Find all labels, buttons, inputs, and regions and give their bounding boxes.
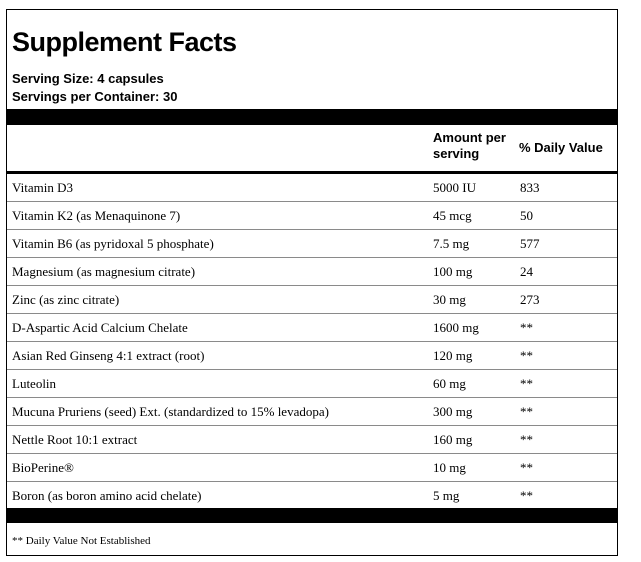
bottom-divider-bar bbox=[7, 508, 617, 523]
table-row: D-Aspartic Acid Calcium Chelate 1600 mg … bbox=[7, 314, 617, 342]
nutrient-name: Mucuna Pruriens (seed) Ext. (standardize… bbox=[12, 404, 329, 419]
nutrient-amount: 60 mg bbox=[433, 376, 466, 391]
nutrient-name: Zinc (as zinc citrate) bbox=[12, 292, 120, 307]
nutrient-daily-value: 24 bbox=[520, 264, 533, 279]
top-divider-bar bbox=[7, 109, 617, 125]
nutrient-daily-value: ** bbox=[520, 320, 533, 335]
nutrient-daily-value: 833 bbox=[520, 180, 540, 195]
nutrient-amount: 300 mg bbox=[433, 404, 473, 419]
table-row: BioPerine® 10 mg ** bbox=[7, 454, 617, 482]
column-header-amount: Amount per serving bbox=[433, 130, 506, 161]
nutrient-daily-value: ** bbox=[520, 376, 533, 391]
nutrient-daily-value: 50 bbox=[520, 208, 533, 223]
supplement-facts-panel: Supplement Facts Serving Size: 4 capsule… bbox=[6, 9, 618, 556]
table-row: Boron (as boron amino acid chelate) 5 mg… bbox=[7, 482, 617, 510]
nutrient-daily-value: ** bbox=[520, 404, 533, 419]
footnote: ** Daily Value Not Established bbox=[12, 535, 151, 547]
nutrient-amount: 1600 mg bbox=[433, 320, 479, 335]
nutrient-amount: 160 mg bbox=[433, 432, 473, 447]
nutrient-amount: 30 mg bbox=[433, 292, 466, 307]
nutrient-daily-value: ** bbox=[520, 348, 533, 363]
nutrient-amount: 120 mg bbox=[433, 348, 473, 363]
page-title: Supplement Facts bbox=[12, 27, 237, 57]
table-row: Magnesium (as magnesium citrate) 100 mg … bbox=[7, 258, 617, 286]
nutrient-name: Nettle Root 10:1 extract bbox=[12, 432, 138, 447]
table-row: Asian Red Ginseng 4:1 extract (root) 120… bbox=[7, 342, 617, 370]
nutrient-amount: 5 mg bbox=[433, 488, 460, 503]
table-row: Vitamin D3 5000 IU 833 bbox=[7, 174, 617, 202]
nutrient-name: Magnesium (as magnesium citrate) bbox=[12, 264, 196, 279]
nutrient-daily-value: ** bbox=[520, 460, 533, 475]
nutrient-amount: 7.5 mg bbox=[433, 236, 470, 251]
nutrient-daily-value: 273 bbox=[520, 292, 540, 307]
nutrient-daily-value: ** bbox=[520, 488, 533, 503]
nutrient-name: Asian Red Ginseng 4:1 extract (root) bbox=[12, 348, 205, 363]
column-header-daily-value: % Daily Value bbox=[519, 140, 603, 155]
nutrient-amount: 100 mg bbox=[433, 264, 473, 279]
nutrient-name: Boron (as boron amino acid chelate) bbox=[12, 488, 202, 503]
table-row: Nettle Root 10:1 extract 160 mg ** bbox=[7, 426, 617, 454]
table-row: Vitamin K2 (as Menaquinone 7) 45 mcg 50 bbox=[7, 202, 617, 230]
serving-size: Serving Size: 4 capsules bbox=[12, 71, 164, 86]
header-divider bbox=[7, 171, 617, 174]
nutrient-name: D-Aspartic Acid Calcium Chelate bbox=[12, 320, 188, 335]
nutrient-daily-value: 577 bbox=[520, 236, 540, 251]
nutrient-list: Vitamin D3 5000 IU 833 Vitamin K2 (as Me… bbox=[7, 174, 617, 510]
nutrient-daily-value: ** bbox=[520, 432, 533, 447]
nutrient-amount: 5000 IU bbox=[433, 180, 476, 195]
table-row: Mucuna Pruriens (seed) Ext. (standardize… bbox=[7, 398, 617, 426]
table-row: Luteolin 60 mg ** bbox=[7, 370, 617, 398]
nutrient-name: Vitamin K2 (as Menaquinone 7) bbox=[12, 208, 181, 223]
table-row: Zinc (as zinc citrate) 30 mg 273 bbox=[7, 286, 617, 314]
nutrient-amount: 45 mcg bbox=[433, 208, 472, 223]
table-row: Vitamin B6 (as pyridoxal 5 phosphate) 7.… bbox=[7, 230, 617, 258]
nutrient-name: Vitamin B6 (as pyridoxal 5 phosphate) bbox=[12, 236, 214, 251]
nutrient-name: BioPerine® bbox=[12, 460, 74, 475]
nutrient-amount: 10 mg bbox=[433, 460, 466, 475]
servings-per-container: Servings per Container: 30 bbox=[12, 89, 178, 104]
nutrient-name: Luteolin bbox=[12, 376, 57, 391]
nutrient-name: Vitamin D3 bbox=[12, 180, 73, 195]
